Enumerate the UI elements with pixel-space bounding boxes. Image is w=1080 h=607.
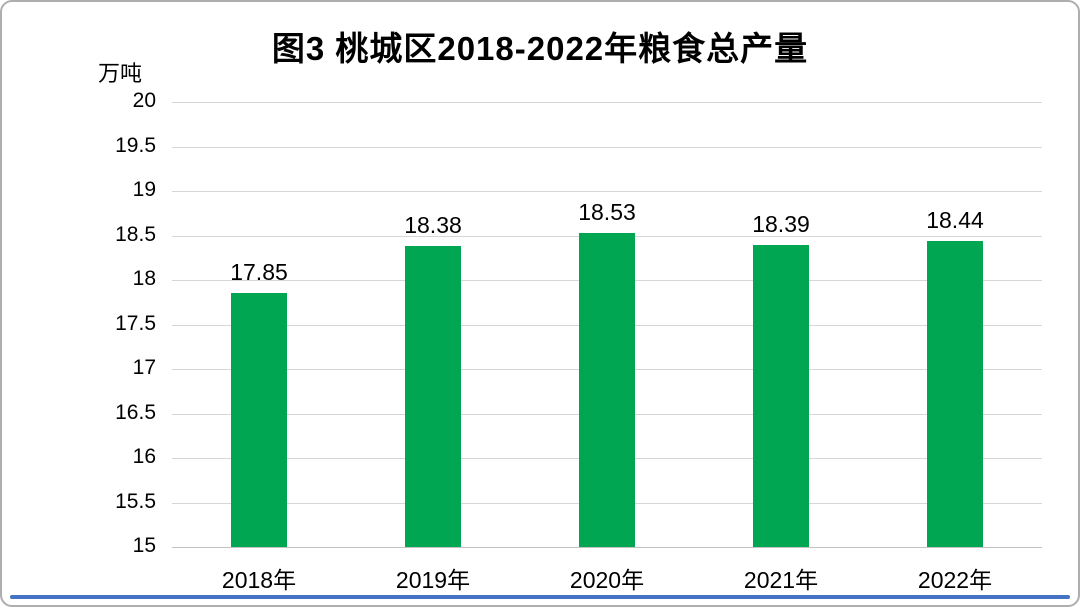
bar <box>753 245 809 547</box>
gridline <box>172 547 1042 548</box>
bar-value-label: 17.85 <box>230 259 288 286</box>
y-axis-tick-label: 16 <box>132 444 156 468</box>
y-axis-tick-label: 15.5 <box>115 489 156 513</box>
chart-title: 图3 桃城区2018-2022年粮食总产量 <box>271 30 809 67</box>
x-axis-tick-label: 2018年 <box>221 567 297 593</box>
y-axis-tick-label: 16.5 <box>115 400 156 424</box>
gridline <box>172 146 1042 148</box>
bar-value-label: 18.38 <box>404 212 462 239</box>
bar <box>231 293 287 547</box>
y-axis-tick-label: 19.5 <box>115 133 156 157</box>
bar-value-label: 18.53 <box>578 198 636 225</box>
x-axis-tick-label: 2021年 <box>743 567 819 593</box>
y-axis-tick-label: 18.5 <box>115 222 156 246</box>
bar <box>927 240 983 547</box>
y-axis-tick-label: 18 <box>132 266 156 290</box>
x-axis-tick-label: 2019年 <box>395 567 471 593</box>
y-axis-tick-label: 15 <box>132 533 156 557</box>
y-axis-unit-label: 万吨 <box>98 61 143 86</box>
x-axis-tick-label: 2022年 <box>917 567 993 593</box>
bar <box>579 232 635 547</box>
gridline <box>172 102 1042 103</box>
y-axis-tick-label: 17.5 <box>115 311 156 335</box>
x-axis-tick-label: 2020年 <box>569 567 645 593</box>
bar-value-label: 18.39 <box>752 211 810 238</box>
y-axis-tick-label: 20 <box>132 88 156 112</box>
bar-value-label: 18.44 <box>926 206 984 233</box>
y-axis-tick-label: 19 <box>132 177 156 201</box>
gridline <box>172 191 1042 192</box>
bar <box>405 246 461 547</box>
y-axis-tick-label: 17 <box>132 355 156 379</box>
bottom-accent-line <box>10 595 1070 599</box>
plot-area: 15 15.5 16 16.5 17 17.5 18 18.5 19 19.5 20 17.85 201… <box>115 89 1042 593</box>
